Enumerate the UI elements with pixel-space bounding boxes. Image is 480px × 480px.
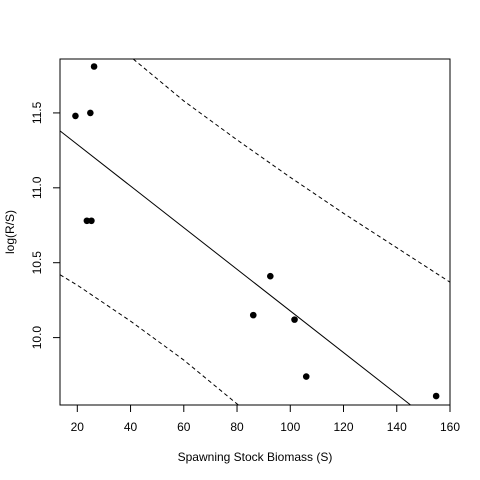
data-point [291,316,298,323]
data-point [249,311,257,319]
y-tick-label: 11.0 [30,176,44,199]
x-tick-label: 100 [280,420,300,434]
data-point [267,272,274,280]
y-axis: 10.0 10.5 11.0 11.5 [30,101,60,349]
regression-fit [59,130,411,406]
x-tick-label: 160 [440,420,460,434]
upper-band-line [132,58,451,283]
y-tick-label: 11.5 [30,101,44,124]
y-axis-label: log(R/S) [3,210,17,254]
data-point [302,373,310,380]
plot-frame [59,58,451,406]
y-tick-label: 10.0 [30,326,44,350]
x-tick-label: 20 [71,420,85,434]
x-axis: 20 40 60 80 100 120 140 160 [71,405,460,434]
x-tick-label: 140 [387,420,407,434]
x-tick-label: 120 [333,420,353,434]
data-point [90,63,98,70]
confidence-bands [59,58,451,406]
fit-line [59,130,411,406]
data-point [72,112,79,120]
x-tick-label: 80 [230,420,244,434]
lower-band-line [59,274,239,406]
data-point [83,217,91,225]
x-tick-label: 60 [177,420,191,434]
data-points [72,63,440,400]
data-point [87,109,94,117]
data-point [88,217,95,225]
y-tick-label: 10.5 [30,251,44,275]
data-point [432,392,440,400]
x-tick-label: 40 [124,420,138,434]
x-axis-label: Spawning Stock Biomass (S) [178,450,333,464]
